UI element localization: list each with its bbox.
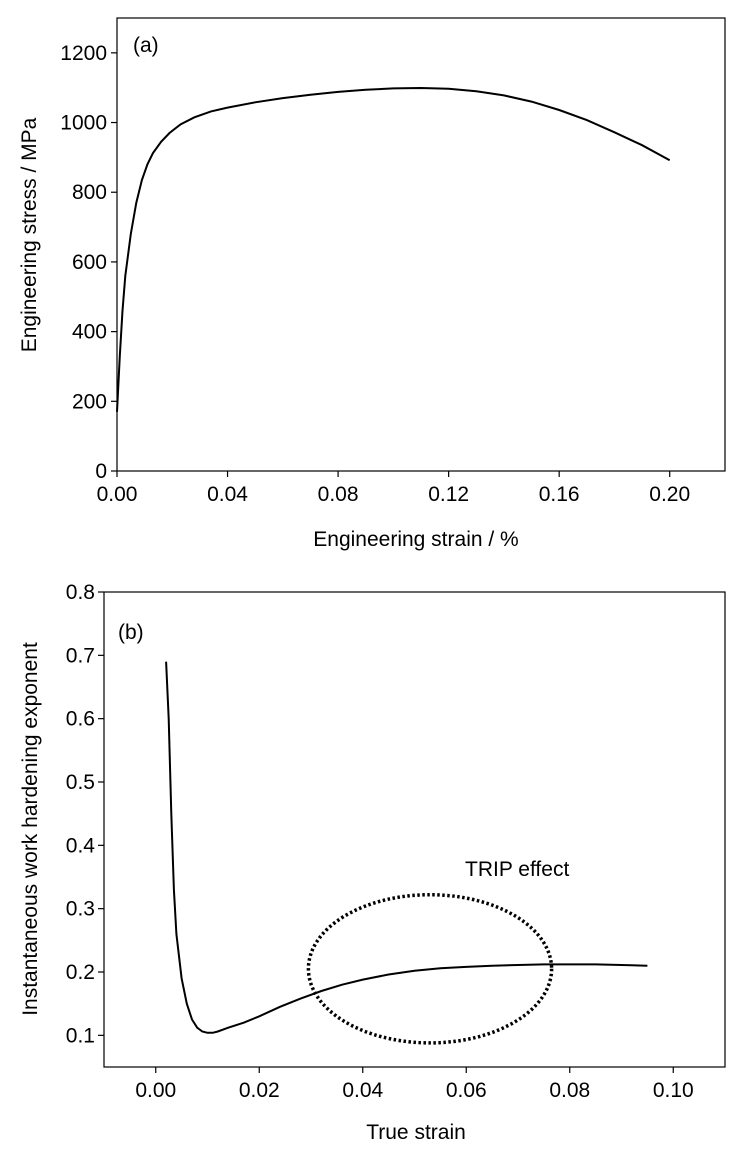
panel-b-chart: 0.00 0.02 0.04 0.06 0.08 0.10 0.1 0.2 0.3 0.4 0.5… — [19, 581, 726, 1144]
panel-b-plot-frame — [103, 591, 726, 1068]
x-tick-label: 0.16 — [539, 483, 580, 506]
panel-a-chart: 0.00 0.04 0.08 0.12 0.16 0.20 0 200 400 600 800 10… — [18, 17, 726, 551]
x-tick-label: 0.04 — [342, 1079, 383, 1102]
panel-b-y-axis-title: Instantaneous work hardening exponent — [19, 642, 42, 1016]
y-tick-label: 1000 — [60, 112, 107, 135]
y-tick-label: 0.4 — [66, 834, 96, 857]
x-tick-label: 0.06 — [446, 1079, 487, 1102]
trip-effect-highlight-ellipse — [306, 892, 554, 1045]
panel-b-x-axis-title: True strain — [366, 1121, 466, 1144]
y-tick-label: 0.5 — [66, 771, 95, 794]
x-tick-label: 0.12 — [428, 483, 469, 506]
x-tick-label: 0.20 — [649, 483, 690, 506]
y-tick-label: 600 — [72, 251, 107, 274]
x-tick-label: 0.00 — [97, 483, 138, 506]
y-tick-label: 0.6 — [66, 708, 95, 731]
x-tick-label: 0.02 — [239, 1079, 280, 1102]
x-tick-label: 0.10 — [653, 1079, 694, 1102]
y-tick-label: 0.3 — [66, 898, 95, 921]
y-tick-label: 400 — [72, 321, 107, 344]
panel-a-label: (a) — [133, 34, 159, 57]
panel-b-label: (b) — [118, 621, 144, 644]
x-tick-label: 0.08 — [318, 483, 359, 506]
panel-a-x-axis-title: Engineering strain / % — [313, 528, 518, 551]
panel-b-x-ticks: 0.00 0.02 0.04 0.06 0.08 0.10 — [135, 1067, 694, 1102]
panel-a-y-ticks: 0 200 400 600 800 1000 1200 — [60, 42, 117, 483]
x-tick-label: 0.00 — [135, 1079, 176, 1102]
y-tick-label: 1200 — [60, 42, 107, 65]
panel-a-y-axis-title: Engineering stress / MPa — [18, 117, 41, 352]
panel-b-y-ticks: 0.1 0.2 0.3 0.4 0.5 0.6 0.7 0.8 — [66, 581, 104, 1047]
y-tick-label: 0.1 — [66, 1024, 95, 1047]
trip-effect-annotation: TRIP effect — [465, 858, 569, 881]
y-tick-label: 800 — [72, 181, 107, 204]
y-tick-label: 0.7 — [66, 644, 95, 667]
panel-a-stress-strain-curve — [116, 86, 671, 412]
panel-a-x-ticks: 0.00 0.04 0.08 0.12 0.16 0.20 — [97, 471, 690, 506]
y-tick-label: 200 — [72, 390, 107, 413]
panel-b-hardening-exponent-curve — [165, 661, 648, 1034]
x-tick-label: 0.04 — [207, 483, 248, 506]
x-tick-label: 0.08 — [549, 1079, 590, 1102]
y-tick-label: 0 — [95, 460, 107, 483]
panel-a-plot-frame — [116, 17, 726, 472]
y-tick-label: 0.8 — [66, 581, 95, 604]
y-tick-label: 0.2 — [66, 961, 95, 984]
